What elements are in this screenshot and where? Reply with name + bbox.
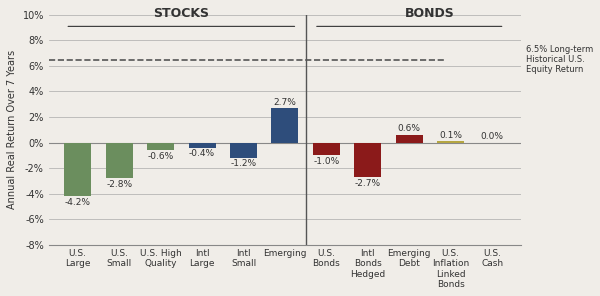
Text: -1.2%: -1.2% [230, 160, 257, 168]
Text: -2.8%: -2.8% [106, 180, 132, 189]
Bar [64, 143, 91, 196]
Text: 0.1%: 0.1% [439, 131, 462, 140]
Text: -4.2%: -4.2% [65, 198, 91, 207]
Bar [106, 143, 133, 178]
Bar [271, 108, 298, 143]
Bar [355, 143, 381, 177]
Text: 2.7%: 2.7% [274, 98, 296, 107]
Bar [437, 141, 464, 143]
Text: 6.5% Long-term
Historical U.S.
Equity Return: 6.5% Long-term Historical U.S. Equity Re… [526, 45, 593, 75]
Bar [147, 143, 174, 150]
Text: BONDS: BONDS [405, 7, 455, 20]
Text: -0.4%: -0.4% [189, 149, 215, 158]
Bar [396, 135, 423, 143]
Bar [313, 143, 340, 155]
Text: -2.7%: -2.7% [355, 178, 381, 188]
Bar [188, 143, 215, 148]
Text: -1.0%: -1.0% [313, 157, 340, 166]
Text: -0.6%: -0.6% [148, 152, 174, 161]
Y-axis label: Annual Real Return Over 7 Years: Annual Real Return Over 7 Years [7, 50, 17, 209]
Bar [230, 143, 257, 158]
Text: 0.0%: 0.0% [481, 132, 503, 141]
Text: 0.6%: 0.6% [398, 124, 421, 133]
Text: STOCKS: STOCKS [154, 7, 209, 20]
